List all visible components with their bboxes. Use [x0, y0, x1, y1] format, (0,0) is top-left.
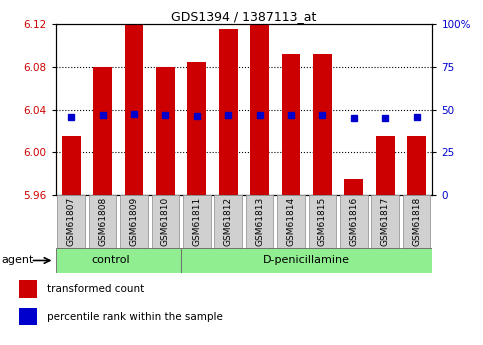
Bar: [407, 136, 426, 195]
FancyBboxPatch shape: [56, 248, 181, 273]
Bar: [344, 179, 363, 195]
Bar: [125, 24, 143, 195]
Bar: [62, 136, 81, 195]
Text: agent: agent: [1, 256, 33, 265]
Bar: [19, 280, 38, 298]
Text: GSM61809: GSM61809: [129, 197, 139, 246]
FancyBboxPatch shape: [403, 195, 430, 248]
FancyBboxPatch shape: [89, 195, 116, 248]
Text: GSM61818: GSM61818: [412, 197, 421, 246]
Text: GSM61812: GSM61812: [224, 197, 233, 246]
Bar: [313, 54, 332, 195]
Text: GSM61813: GSM61813: [255, 197, 264, 246]
Bar: [250, 24, 269, 195]
Text: GSM61817: GSM61817: [381, 197, 390, 246]
FancyBboxPatch shape: [120, 195, 148, 248]
FancyBboxPatch shape: [214, 195, 242, 248]
Text: GSM61807: GSM61807: [67, 197, 76, 246]
Text: GSM61810: GSM61810: [161, 197, 170, 246]
Text: transformed count: transformed count: [47, 284, 144, 294]
FancyBboxPatch shape: [181, 248, 432, 273]
FancyBboxPatch shape: [371, 195, 399, 248]
Text: percentile rank within the sample: percentile rank within the sample: [47, 312, 223, 322]
Bar: [19, 308, 38, 325]
FancyBboxPatch shape: [277, 195, 305, 248]
Text: GSM61816: GSM61816: [349, 197, 358, 246]
FancyBboxPatch shape: [340, 195, 368, 248]
Text: control: control: [91, 256, 130, 265]
Text: GSM61815: GSM61815: [318, 197, 327, 246]
Text: D-penicillamine: D-penicillamine: [263, 256, 350, 265]
Bar: [93, 67, 112, 195]
Bar: [282, 54, 300, 195]
Title: GDS1394 / 1387113_at: GDS1394 / 1387113_at: [171, 10, 316, 23]
Bar: [156, 67, 175, 195]
FancyBboxPatch shape: [152, 195, 179, 248]
Text: GSM61814: GSM61814: [286, 197, 296, 246]
Bar: [376, 136, 395, 195]
FancyBboxPatch shape: [57, 195, 85, 248]
Text: GSM61808: GSM61808: [98, 197, 107, 246]
Text: GSM61811: GSM61811: [192, 197, 201, 246]
FancyBboxPatch shape: [309, 195, 336, 248]
Bar: [187, 61, 206, 195]
FancyBboxPatch shape: [246, 195, 273, 248]
FancyBboxPatch shape: [183, 195, 211, 248]
Bar: [219, 29, 238, 195]
